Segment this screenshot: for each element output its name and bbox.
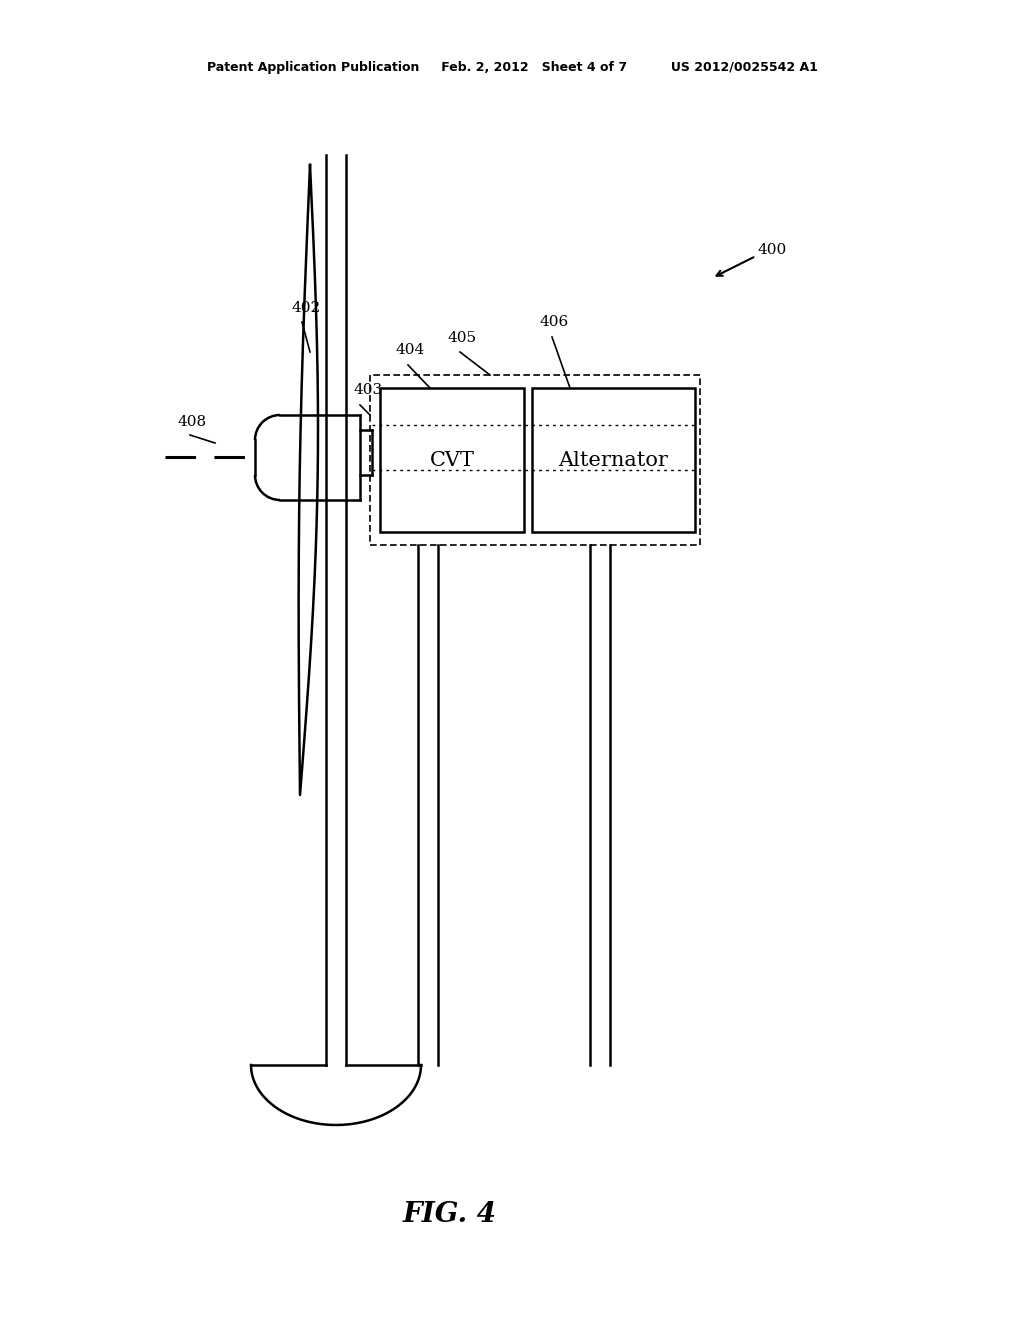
Polygon shape: [299, 165, 318, 795]
Text: 404: 404: [395, 343, 424, 356]
Text: 402: 402: [292, 301, 322, 315]
Text: Alternator: Alternator: [558, 450, 669, 470]
Text: CVT: CVT: [429, 450, 474, 470]
Text: FIG. 4: FIG. 4: [403, 1201, 497, 1229]
Text: 405: 405: [447, 331, 476, 345]
Bar: [532, 388, 695, 532]
Text: Patent Application Publication     Feb. 2, 2012   Sheet 4 of 7          US 2012/: Patent Application Publication Feb. 2, 2…: [207, 62, 817, 74]
Bar: [380, 388, 524, 532]
Text: 403: 403: [353, 383, 382, 397]
Text: 400: 400: [758, 243, 787, 257]
Text: 406: 406: [540, 315, 569, 329]
Text: 408: 408: [178, 414, 207, 429]
Bar: [370, 375, 700, 545]
